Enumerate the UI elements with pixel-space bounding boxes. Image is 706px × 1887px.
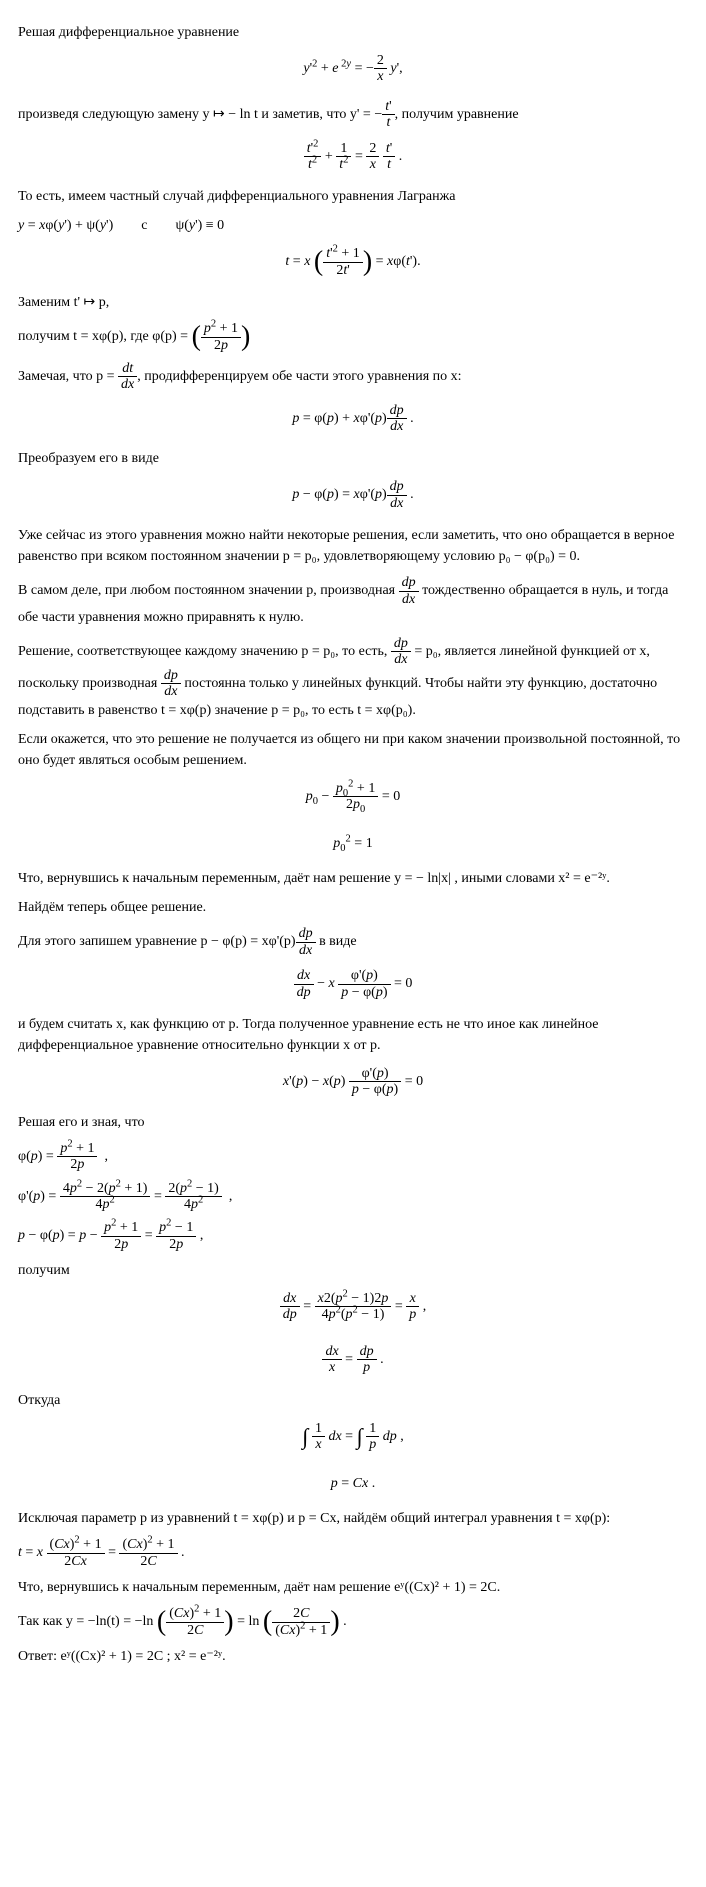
- equation: y'2 + e 2y = −2x y',: [18, 53, 688, 85]
- paragraph: получим t = xφ(p), где φ(p) = (p2 + 12p): [18, 321, 688, 353]
- text: В самом деле, при любом постоянном значе…: [18, 583, 399, 598]
- text: в виде: [316, 934, 357, 949]
- equation: p − φ(p) = xφ'(p)dpdx .: [18, 479, 688, 511]
- text: , получим уравнение: [395, 107, 519, 122]
- paragraph: Решение, соответствующее каждому значени…: [18, 636, 688, 721]
- equation: dxdp − x φ'(p)p − φ(p) = 0: [18, 968, 688, 1000]
- paragraph: произведя следующую замену y ↦ − ln t и …: [18, 99, 688, 131]
- text: , продифференцируем обе части этого урав…: [137, 369, 461, 384]
- paragraph: Для этого запишем уравнение p − φ(p) = x…: [18, 926, 688, 958]
- text: Так как y = −ln(t) = −ln: [18, 1614, 153, 1629]
- paragraph: y = xφ(y') + ψ(y') с ψ(y') ≡ 0: [18, 215, 688, 236]
- equation: dxdp = x2(p2 − 1)2p4p2(p2 − 1) = xp , dx…: [18, 1291, 688, 1376]
- text: = ln: [237, 1614, 259, 1629]
- equation: x'(p) − x(p) φ'(p)p − φ(p) = 0: [18, 1066, 688, 1098]
- equation-line: φ(p) = p2 + 12p ,: [18, 1141, 688, 1173]
- paragraph: Решая дифференциальное уравнение: [18, 22, 688, 43]
- equation-line: t = x (Cx)2 + 12Cx = (Cx)2 + 12C .: [18, 1537, 688, 1569]
- paragraph: Уже сейчас из этого уравнения можно найт…: [18, 525, 688, 567]
- paragraph: Если окажется, что это решение не получа…: [18, 729, 688, 771]
- paragraph: То есть, имеем частный случай дифференци…: [18, 186, 688, 207]
- paragraph: Решая его и зная, что: [18, 1112, 688, 1133]
- text: произведя следующую замену y ↦ − ln t и …: [18, 107, 382, 122]
- paragraph: Заменим t' ↦ p,: [18, 292, 688, 313]
- equation: t = x (t'2 + 12t') = xφ(t').: [18, 246, 688, 278]
- answer: Ответ: eʸ((Cx)² + 1) = 2C ; x² = e⁻²ʸ.: [18, 1646, 688, 1667]
- paragraph: и будем считать x, как функцию от p. Тог…: [18, 1014, 688, 1056]
- paragraph: Преобразуем его в виде: [18, 448, 688, 469]
- paragraph: получим: [18, 1260, 688, 1281]
- paragraph: Исключая параметр p из уравнений t = xφ(…: [18, 1508, 688, 1529]
- paragraph: Найдём теперь общее решение.: [18, 897, 688, 918]
- paragraph: Замечая, что p = dtdx, продифференцируем…: [18, 361, 688, 393]
- equation-line: φ'(p) = 4p2 − 2(p2 + 1)4p2 = 2(p2 − 1)4p…: [18, 1181, 688, 1213]
- text: .: [343, 1614, 347, 1629]
- equation: p0 − p02 + 12p0 = 0 p02 = 1: [18, 781, 688, 855]
- paragraph: Так как y = −ln(t) = −ln ((Cx)2 + 12C) =…: [18, 1606, 688, 1638]
- text: Решение, соответствующее каждому значени…: [18, 644, 391, 659]
- paragraph: Откуда: [18, 1390, 688, 1411]
- text: Для этого запишем уравнение p − φ(p) = x…: [18, 934, 296, 949]
- text: Замечая, что p =: [18, 369, 118, 384]
- text: получим t = xφ(p), где φ(p) =: [18, 329, 192, 344]
- equation: ∫ 1x dx = ∫ 1p dp , p = Cx .: [18, 1421, 688, 1495]
- paragraph: Что, вернувшись к начальным переменным, …: [18, 1577, 688, 1598]
- equation: p = φ(p) + xφ'(p)dpdx .: [18, 403, 688, 435]
- paragraph: Что, вернувшись к начальным переменным, …: [18, 868, 688, 889]
- equation-line: p − φ(p) = p − p2 + 12p = p2 − 12p ,: [18, 1220, 688, 1252]
- paragraph: В самом деле, при любом постоянном значе…: [18, 575, 688, 628]
- equation: t'2t2 + 1t2 = 2x t't .: [18, 141, 688, 173]
